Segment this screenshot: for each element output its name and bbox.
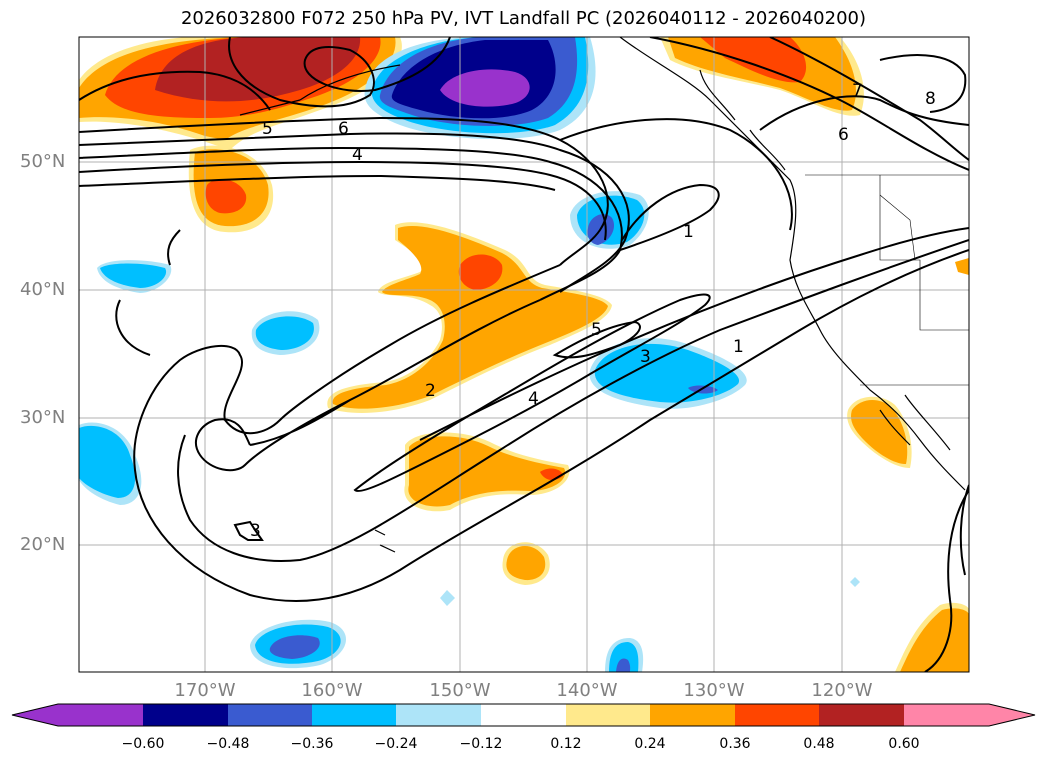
contour-label: 1 — [733, 337, 744, 357]
colorbar-segment — [819, 704, 904, 726]
shade-s2-sky — [609, 642, 639, 672]
contour-label: 1 — [683, 222, 694, 242]
colorbar-tick: 0.60 — [888, 736, 920, 752]
contour-label: 3 — [640, 347, 651, 367]
colorbar-segment — [228, 704, 313, 726]
colorbar-segment — [566, 704, 651, 726]
lon-label: 130°W — [683, 680, 745, 701]
colorbar-outline — [11, 703, 1036, 727]
shade-ne-red — [700, 37, 807, 83]
contour-label: 4 — [528, 389, 539, 409]
colorbar-segment — [143, 704, 228, 726]
political-borders — [805, 174, 969, 386]
shade-tiny1 — [440, 590, 455, 606]
contour-label: 5 — [591, 320, 602, 340]
colorbar-tick: −0.60 — [121, 736, 165, 752]
colorbar-segment — [481, 704, 566, 726]
contour-label: 5 — [262, 119, 273, 139]
colorbar — [11, 703, 1036, 727]
colorbar-tick: −0.36 — [290, 736, 334, 752]
colorbar-tick: −0.24 — [374, 736, 418, 752]
shade-nw2-red — [205, 179, 247, 214]
ivt-contours — [79, 37, 969, 672]
shade-s1-blue — [269, 635, 320, 659]
contour-label: 4 — [352, 145, 363, 165]
shade-low-orange — [408, 436, 566, 507]
colorbar-tick: 0.48 — [803, 736, 835, 752]
lon-label: 170°W — [174, 680, 236, 701]
shade-low2-orange — [506, 545, 546, 581]
colorbar-segment — [650, 704, 735, 726]
lat-label: 50°N — [20, 151, 66, 172]
colorbar-segment — [904, 704, 990, 726]
contour-label: 6 — [338, 119, 349, 139]
lon-label: 160°W — [301, 680, 363, 701]
colorbar-tick: 0.36 — [719, 736, 751, 752]
lon-label: 120°W — [811, 680, 873, 701]
shade-l1-sky — [100, 263, 167, 288]
colorbar-tick: 0.24 — [634, 736, 666, 752]
contour-label: 6 — [838, 125, 849, 145]
lat-label: 30°N — [20, 407, 66, 428]
colorbar-segment — [735, 704, 820, 726]
shade-m2-blue — [688, 385, 718, 394]
shade-tiny2 — [850, 577, 860, 587]
shade-l2-sky — [255, 316, 314, 350]
shade-s2-blue — [616, 658, 631, 672]
colorbar-segment — [58, 704, 144, 726]
gridlines — [79, 37, 969, 672]
shade-streak-orange — [332, 226, 608, 409]
colorbar-tick: −0.48 — [206, 736, 250, 752]
shade-e1-orange — [851, 399, 908, 464]
lon-label: 140°W — [556, 680, 618, 701]
colorbar-extend-low — [12, 704, 58, 726]
lat-label: 40°N — [20, 279, 66, 300]
chart-title: 2026032800 F072 250 hPa PV, IVT Landfall… — [180, 8, 867, 29]
lat-label: 20°N — [20, 534, 66, 555]
contour-labels: 5 6 4 1 5 3 1 2 4 3 7 8 6 — [250, 81, 936, 541]
contour-label: 2 — [425, 381, 436, 401]
shade-streak-red — [458, 254, 503, 290]
shade-w-sky — [79, 425, 136, 498]
shade-top-purple — [440, 69, 530, 107]
contour-label: 3 — [250, 521, 261, 541]
coastlines — [239, 37, 966, 553]
colorbar-segment — [312, 704, 397, 726]
map-frame — [78, 36, 970, 673]
lon-label: 150°W — [429, 680, 491, 701]
colorbar-tick: 0.12 — [550, 736, 582, 752]
colorbar-extend-high — [989, 704, 1035, 726]
colorbar-segment — [396, 704, 481, 726]
contour-label: 7 — [852, 81, 863, 101]
pv-shading — [79, 37, 969, 672]
contour-label: 8 — [925, 89, 936, 109]
colorbar-tick: −0.12 — [459, 736, 503, 752]
shade-e3 — [955, 258, 969, 275]
